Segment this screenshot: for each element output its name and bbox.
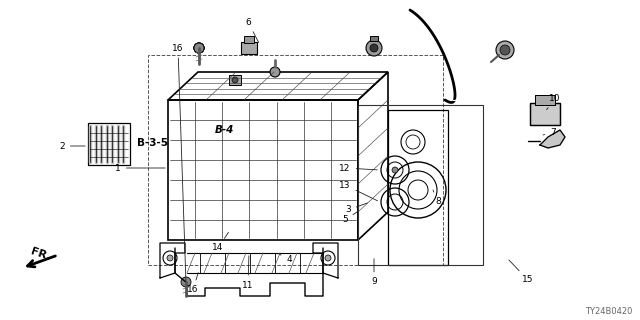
- Circle shape: [232, 77, 238, 83]
- Text: 1: 1: [115, 164, 165, 172]
- Circle shape: [500, 45, 510, 55]
- Bar: [241, 42, 257, 54]
- Bar: [535, 95, 555, 105]
- Circle shape: [496, 41, 514, 59]
- Circle shape: [167, 255, 173, 261]
- Text: 11: 11: [243, 256, 253, 290]
- Circle shape: [325, 255, 331, 261]
- Text: TY24B0420: TY24B0420: [584, 307, 632, 316]
- Text: 10: 10: [547, 93, 561, 110]
- Bar: [370, 36, 378, 41]
- Circle shape: [194, 43, 204, 53]
- Bar: [148, 55, 443, 265]
- Bar: [358, 105, 483, 265]
- Bar: [535, 95, 555, 105]
- Circle shape: [194, 43, 204, 53]
- Circle shape: [366, 40, 382, 56]
- Circle shape: [194, 43, 204, 53]
- Text: 2: 2: [59, 141, 85, 150]
- Bar: [530, 103, 560, 125]
- Text: 13: 13: [339, 180, 378, 201]
- Text: 7: 7: [543, 127, 556, 137]
- Circle shape: [392, 167, 398, 173]
- Text: 12: 12: [339, 164, 377, 172]
- Text: FR.: FR.: [29, 246, 52, 262]
- Circle shape: [194, 43, 204, 53]
- Text: 5: 5: [342, 212, 358, 225]
- Bar: [530, 103, 560, 125]
- Circle shape: [270, 67, 280, 77]
- Circle shape: [370, 44, 378, 52]
- Bar: [388, 110, 448, 265]
- Bar: [244, 36, 254, 43]
- Text: B-3-5: B-3-5: [137, 138, 168, 148]
- Text: B-4: B-4: [215, 125, 234, 135]
- Polygon shape: [540, 130, 565, 148]
- Text: 15: 15: [509, 260, 534, 284]
- Text: 4: 4: [278, 253, 292, 265]
- Bar: [168, 100, 358, 240]
- Text: 8: 8: [433, 190, 441, 206]
- Text: 16: 16: [188, 273, 199, 294]
- Bar: [229, 75, 241, 85]
- Text: 14: 14: [212, 232, 228, 252]
- Circle shape: [194, 43, 204, 53]
- Text: 6: 6: [245, 18, 259, 43]
- Text: 16: 16: [172, 44, 186, 281]
- Circle shape: [194, 43, 204, 53]
- Text: 3: 3: [345, 203, 367, 214]
- Bar: [88, 123, 130, 165]
- Text: 9: 9: [371, 259, 377, 286]
- Circle shape: [181, 277, 191, 287]
